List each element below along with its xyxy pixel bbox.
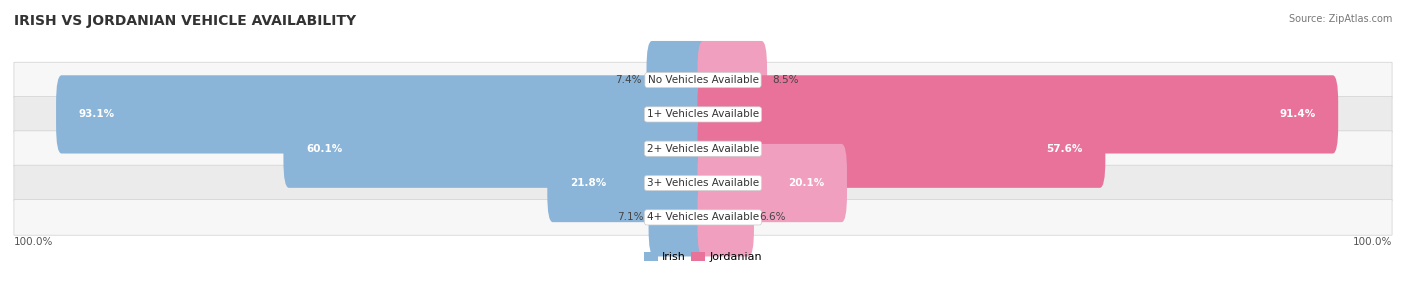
Legend: Irish, Jordanian: Irish, Jordanian [640, 247, 766, 267]
Text: 8.5%: 8.5% [772, 75, 799, 85]
Text: 7.1%: 7.1% [617, 212, 644, 222]
Text: 93.1%: 93.1% [79, 110, 115, 119]
FancyBboxPatch shape [56, 75, 709, 154]
Text: Source: ZipAtlas.com: Source: ZipAtlas.com [1288, 14, 1392, 24]
FancyBboxPatch shape [647, 41, 709, 119]
Text: 57.6%: 57.6% [1046, 144, 1083, 154]
FancyBboxPatch shape [697, 178, 754, 257]
Text: 60.1%: 60.1% [307, 144, 343, 154]
FancyBboxPatch shape [697, 41, 768, 119]
FancyBboxPatch shape [697, 110, 1105, 188]
FancyBboxPatch shape [697, 144, 846, 222]
FancyBboxPatch shape [14, 97, 1392, 132]
FancyBboxPatch shape [547, 144, 709, 222]
Text: 21.8%: 21.8% [569, 178, 606, 188]
Text: 3+ Vehicles Available: 3+ Vehicles Available [647, 178, 759, 188]
FancyBboxPatch shape [14, 200, 1392, 235]
Text: IRISH VS JORDANIAN VEHICLE AVAILABILITY: IRISH VS JORDANIAN VEHICLE AVAILABILITY [14, 14, 356, 28]
FancyBboxPatch shape [14, 62, 1392, 98]
Text: No Vehicles Available: No Vehicles Available [648, 75, 758, 85]
FancyBboxPatch shape [648, 178, 709, 257]
Text: 4+ Vehicles Available: 4+ Vehicles Available [647, 212, 759, 222]
FancyBboxPatch shape [14, 131, 1392, 166]
FancyBboxPatch shape [284, 110, 709, 188]
FancyBboxPatch shape [14, 165, 1392, 201]
Text: 100.0%: 100.0% [14, 237, 53, 247]
Text: 7.4%: 7.4% [616, 75, 641, 85]
Text: 100.0%: 100.0% [1353, 237, 1392, 247]
FancyBboxPatch shape [697, 75, 1339, 154]
Text: 1+ Vehicles Available: 1+ Vehicles Available [647, 110, 759, 119]
Text: 2+ Vehicles Available: 2+ Vehicles Available [647, 144, 759, 154]
Text: 6.6%: 6.6% [759, 212, 786, 222]
Text: 20.1%: 20.1% [787, 178, 824, 188]
Text: 91.4%: 91.4% [1279, 110, 1316, 119]
